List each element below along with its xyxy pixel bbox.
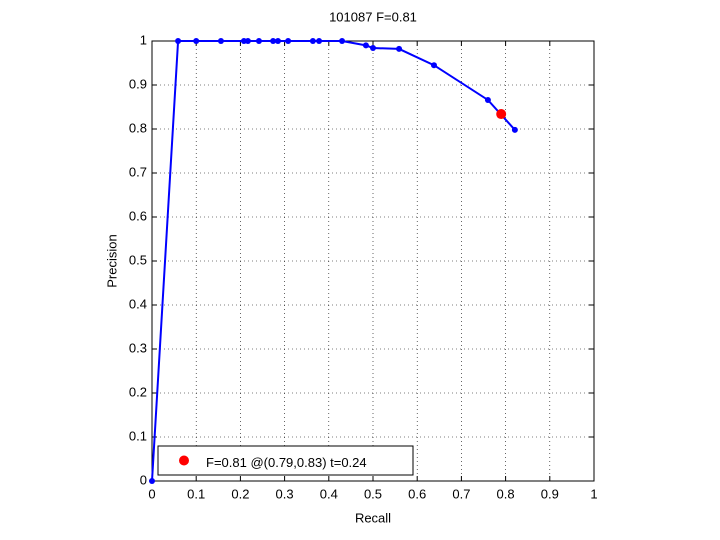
data-point [370,45,376,52]
y-tick-label: 0.7 [129,164,147,179]
data-point [149,478,155,484]
y-tick-label: 0.6 [129,208,147,223]
x-tick-label: 0.3 [276,486,294,501]
x-tick-label: 1 [590,486,597,501]
data-point [430,62,437,69]
x-tick-label: 0.5 [364,486,382,501]
x-tick-label: 0.9 [541,486,559,501]
data-point [255,38,262,44]
x-tick-label: 0.8 [497,486,515,501]
y-tick-label: 0 [140,472,147,487]
data-point [511,126,518,133]
y-tick-label: 0.2 [129,384,147,399]
x-tick-label: 0 [148,486,155,501]
legend-label: F=0.81 @(0.79,0.83) t=0.24 [206,455,367,470]
data-point [193,38,200,44]
y-tick-label: 0.9 [129,76,147,91]
y-axis-label: Precision [104,234,119,287]
data-point [309,38,316,44]
data-point [175,38,182,44]
data-point [362,42,369,49]
legend-box [157,445,414,476]
data-point [339,38,346,44]
data-point [396,45,403,52]
y-tick-label: 1 [140,32,147,47]
legend-marker [179,455,189,466]
chart-title: 101087 F=0.81 [329,9,417,24]
data-point [496,109,507,120]
y-tick-label: 0.3 [129,340,147,355]
data-point [244,38,251,44]
data-point [484,96,491,103]
plot-frame [151,40,595,482]
y-tick-label: 0.5 [129,252,147,267]
data-point [270,38,277,44]
x-tick-label: 0.6 [408,486,426,501]
y-tick-label: 0.1 [129,428,147,443]
y-tick-label: 0.4 [129,296,147,311]
y-tick-label: 0.8 [129,120,147,135]
data-point [217,38,224,44]
x-tick-label: 0.1 [187,486,205,501]
data-point [285,38,292,44]
x-tick-label: 0.2 [231,486,249,501]
data-point [274,38,281,44]
x-tick-label: 0.7 [452,486,470,501]
data-point [316,38,323,44]
x-axis-label: Recall [355,510,391,525]
x-tick-label: 0.4 [320,486,338,501]
